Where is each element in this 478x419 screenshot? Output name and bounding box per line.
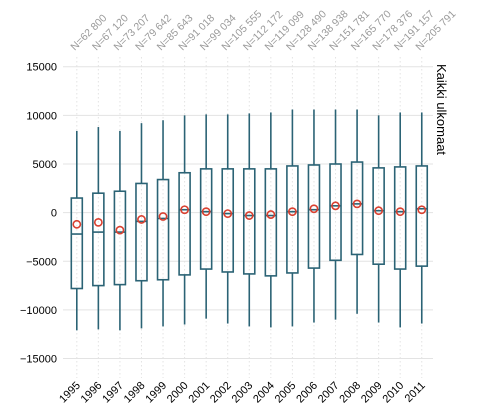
box-body [70, 197, 84, 290]
box-body [286, 165, 299, 274]
x-tick-label: 1995 [57, 380, 83, 406]
x-tick-label: 2003 [230, 380, 256, 406]
mean-marker [352, 199, 362, 209]
box-body [329, 163, 342, 262]
x-tick-label: 2009 [359, 380, 385, 406]
box-body [264, 168, 278, 277]
y-tick-label: 0 [51, 208, 57, 220]
mean-marker [201, 207, 211, 217]
box-2000 [178, 115, 191, 325]
box-2006 [307, 109, 321, 323]
x-tick-label: 2008 [337, 380, 363, 406]
y-tick-label: −10000 [20, 305, 57, 317]
box-body [350, 161, 364, 256]
mean-marker [287, 207, 297, 217]
mean-marker [374, 206, 384, 216]
mean-marker [115, 225, 125, 235]
box-2001 [199, 114, 213, 319]
box-body [199, 168, 213, 270]
mean-marker [180, 205, 189, 215]
y-tick-label: −15000 [20, 354, 57, 366]
x-tick-label: 2006 [294, 380, 320, 406]
x-tick-label: 2001 [186, 380, 212, 406]
facet-label: Kaikki ulkomaat [434, 64, 449, 155]
box-2004 [264, 112, 278, 328]
x-tick-label: 1996 [79, 380, 105, 406]
x-tick-label: 2000 [165, 380, 191, 406]
x-tick-label: 2010 [381, 380, 407, 406]
box-body [221, 168, 235, 273]
box-body [242, 168, 256, 275]
box-body [135, 182, 148, 282]
box-1999 [156, 120, 170, 327]
x-tick-label: 1998 [122, 380, 148, 406]
x-tick-label: 2011 [403, 380, 428, 405]
box-body [92, 192, 105, 287]
x-axis-ticks: 1995199619971998199920002001200220032004… [57, 380, 428, 406]
box-body [178, 171, 191, 276]
y-tick-label: −5000 [26, 256, 57, 268]
box-2008 [350, 109, 364, 314]
x-tick-label: 1999 [143, 380, 169, 406]
mean-marker [395, 207, 405, 217]
y-tick-label: 10000 [26, 110, 57, 122]
box-1995 [70, 130, 84, 331]
box-2007 [329, 109, 342, 320]
x-tick-label: 2002 [208, 380, 234, 406]
box-body [307, 164, 321, 269]
mean-markers [72, 199, 427, 235]
box-body [113, 190, 127, 286]
x-tick-label: 2005 [273, 380, 299, 406]
mean-marker [331, 201, 340, 211]
mean-marker [266, 210, 276, 219]
x-tick-label: 2007 [316, 380, 342, 406]
box-2010 [393, 112, 407, 328]
mean-marker [158, 212, 168, 221]
mean-marker [93, 217, 103, 227]
box-body [393, 166, 407, 270]
mean-marker [309, 204, 319, 214]
mean-marker [244, 211, 254, 220]
y-axis-ticks: −15000 −10000 −5000 0 5000 10000 15000 [20, 62, 57, 366]
box-2009 [372, 115, 385, 323]
mean-marker [417, 205, 427, 215]
box-body [156, 178, 170, 281]
x-tick-label: 1997 [100, 380, 126, 406]
mean-marker [223, 209, 233, 219]
grid-lines [63, 57, 433, 378]
box-body [372, 167, 385, 265]
box-body [415, 165, 429, 267]
box-1996 [92, 127, 105, 330]
mean-marker [137, 215, 146, 224]
y-tick-label: 15000 [26, 62, 57, 74]
y-tick-label: 5000 [33, 159, 57, 171]
x-tick-label: 2004 [251, 380, 277, 406]
box-2002 [221, 114, 235, 324]
box-2005 [286, 109, 299, 327]
mean-marker [72, 219, 82, 229]
